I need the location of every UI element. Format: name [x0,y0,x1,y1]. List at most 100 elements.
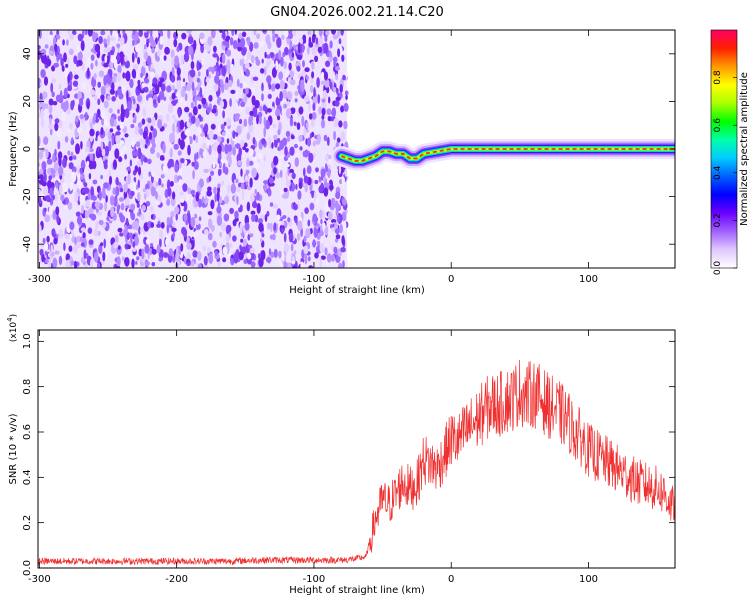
noise-speck [273,155,279,166]
noise-speck [250,210,256,215]
noise-speck [175,213,178,221]
noise-speck [61,111,66,122]
noise-speck [207,211,213,216]
noise-speck [135,150,139,157]
noise-speck [149,205,154,213]
noise-speck [197,127,202,135]
noise-speck [161,183,164,188]
noise-speck [158,90,165,100]
noise-speck [38,136,41,147]
noise-speck [324,163,328,172]
noise-speck [241,47,247,56]
noise-speck [230,183,236,194]
noise-speck [110,55,117,64]
noise-speck [133,98,136,105]
noise-speck [201,97,207,105]
noise-speck [279,155,285,160]
noise-speck [280,262,283,268]
noise-speck [56,34,61,40]
noise-speck [178,179,183,186]
noise-speck [40,242,45,248]
noise-speck [211,66,215,75]
noise-speck [249,110,254,116]
noise-speck [141,118,146,125]
noise-speck [307,45,310,55]
noise-speck [54,250,60,255]
noise-speck [286,136,291,142]
noise-speck [195,117,200,128]
noise-speck [157,49,161,58]
spectrogram-y-axis: -40 -20 0 20 40 [22,47,675,252]
y-tick-label: 0.8 [22,379,33,395]
noise-speck [196,77,200,83]
noise-speck [196,60,200,72]
noise-speck [210,30,216,39]
noise-speck [314,252,319,259]
noise-speck [103,48,109,53]
noise-speck [113,159,117,170]
noise-speck [174,118,178,124]
noise-speck [308,101,311,113]
noise-region [38,30,349,268]
noise-speck [289,146,295,156]
noise-speck [322,222,326,230]
noise-speck [238,250,244,261]
noise-speck [112,187,116,195]
noise-speck [316,133,321,144]
noise-speck [232,130,236,139]
noise-speck [249,177,253,188]
noise-speck [167,30,171,39]
noise-speck [283,261,288,268]
noise-speck [50,252,55,257]
noise-speck [186,82,192,92]
noise-speck [256,137,260,142]
noise-speck [155,200,160,206]
noise-speck [221,131,226,136]
noise-speck [261,93,264,102]
noise-speck [137,166,142,176]
noise-speck [116,52,121,62]
noise-speck [68,48,74,56]
noise-speck [186,242,192,250]
noise-speck [268,137,272,148]
noise-speck [134,165,139,173]
noise-speck [201,142,207,150]
noise-speck [151,170,155,178]
noise-speck [271,67,277,78]
noise-speck [67,201,73,210]
noise-speck [236,125,242,135]
colorbar-tick-label: 0.0 [713,261,723,276]
noise-speck [213,143,217,150]
noise-speck [205,78,210,83]
noise-speck [341,54,345,62]
noise-speck [310,84,314,93]
noise-speck [93,95,98,101]
noise-speck [304,95,310,103]
noise-speck [48,34,54,40]
noise-speck [179,191,184,196]
noise-speck [142,61,146,68]
noise-speck [145,183,150,191]
noise-speck [109,116,115,127]
noise-speck [210,199,215,210]
noise-speck [294,98,298,103]
noise-speck [245,62,250,69]
noise-speck [60,57,64,67]
noise-speck [186,192,190,201]
noise-speck [256,191,260,201]
noise-speck [46,158,53,165]
noise-speck [94,43,101,53]
noise-speck [63,87,68,98]
noise-speck [263,222,266,232]
noise-speck [340,105,345,113]
noise-speck [278,250,282,259]
noise-speck [271,142,274,149]
noise-speck [56,53,60,63]
noise-speck [291,52,295,58]
noise-speck [98,219,104,226]
noise-speck [306,137,312,147]
noise-speck [114,148,120,160]
noise-speck [305,122,309,129]
noise-speck [281,251,285,262]
snr-panel: -300 -200 -100 0 100 0.0 0.2 0.4 0.6 0.8 1.0 Heig… [6,314,676,596]
